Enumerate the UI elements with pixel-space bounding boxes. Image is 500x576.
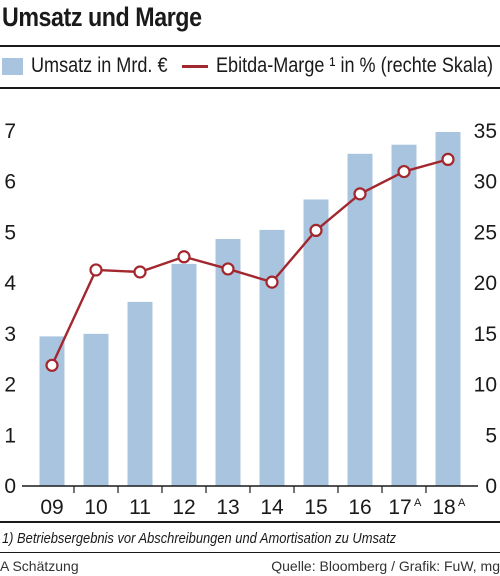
source-note: Quelle: Bloomberg / Grafik: FuW, mg xyxy=(271,558,500,574)
bar-10 xyxy=(83,333,109,486)
x-tick-label-13: 13 xyxy=(216,496,239,519)
chart-title: Umsatz und Marge xyxy=(2,2,202,32)
y-right-tick-label: 20 xyxy=(474,272,497,295)
y-right-tick-label: 30 xyxy=(474,171,497,194)
bar-12 xyxy=(171,263,197,486)
footnote: 1) Betriebsergebnis vor Abschreibungen u… xyxy=(2,530,397,547)
x-tick-label-18: 18 xyxy=(432,496,455,519)
y-left-tick-label: 1 xyxy=(4,424,16,447)
x-tick-label-14: 14 xyxy=(260,496,284,519)
margin-point-09 xyxy=(45,358,59,372)
legend-rule xyxy=(0,87,500,89)
legend-line-label: Ebitda-Marge ¹ in % (rechte Skala) xyxy=(216,54,494,77)
bar-14 xyxy=(259,229,285,486)
margin-point-18 xyxy=(441,152,455,166)
y-left-tick-label: 6 xyxy=(4,171,16,194)
legend-bar-label: Umsatz in Mrd. € xyxy=(31,54,168,77)
margin-point-17 xyxy=(397,164,411,179)
x-tick-label-17: 17 xyxy=(388,496,411,519)
x-tick-label-16: 16 xyxy=(348,496,371,519)
x-tick-label-11: 11 xyxy=(129,496,151,519)
y-left-tick-label: 7 xyxy=(4,120,16,143)
y-right-tick-label: 5 xyxy=(485,424,497,447)
bottom-rule xyxy=(0,552,500,553)
y-right-tick-label: 35 xyxy=(474,120,497,143)
y-left-tick-label: 5 xyxy=(4,221,16,244)
y-right-tick-label: 15 xyxy=(474,323,497,346)
x-tick-label-10: 10 xyxy=(84,496,107,519)
bar-11 xyxy=(127,301,153,486)
y-right-tick-label: 25 xyxy=(474,221,497,244)
legend-line-swatch xyxy=(182,65,208,68)
y-right-tick-label: 10 xyxy=(474,374,497,397)
x-tick-superscript: A xyxy=(458,497,466,509)
y-left-tick-label: 3 xyxy=(4,323,16,346)
y-left-tick-label: 4 xyxy=(4,272,16,295)
bar-15 xyxy=(303,199,329,486)
margin-line xyxy=(50,158,449,366)
y-left-tick-label: 0 xyxy=(4,475,16,498)
estimate-note: A Schätzung xyxy=(0,558,79,574)
bar-17 xyxy=(391,144,417,486)
margin-point-16 xyxy=(353,187,367,201)
bar-18 xyxy=(435,132,461,486)
bar-16 xyxy=(347,153,373,487)
legend-bar-swatch xyxy=(2,58,23,75)
footnote-rule xyxy=(0,521,500,523)
margin-point-11 xyxy=(133,265,147,279)
margin-point-10 xyxy=(89,263,103,277)
title-rule xyxy=(0,45,500,47)
x-tick-superscript: A xyxy=(414,497,422,509)
bar-13 xyxy=(215,239,241,486)
y-right-tick-label: 0 xyxy=(485,475,497,498)
margin-point-12 xyxy=(177,250,191,264)
x-tick-label-12: 12 xyxy=(172,496,195,519)
x-tick-label-09: 09 xyxy=(40,496,63,519)
y-left-tick-label: 2 xyxy=(4,374,16,397)
margin-point-14 xyxy=(265,275,279,289)
margin-point-13 xyxy=(221,262,235,276)
margin-point-15 xyxy=(309,223,323,237)
legend: Umsatz in Mrd. € Ebitda-Marge ¹ in % (re… xyxy=(0,50,500,84)
x-tick-label-15: 15 xyxy=(304,496,327,519)
